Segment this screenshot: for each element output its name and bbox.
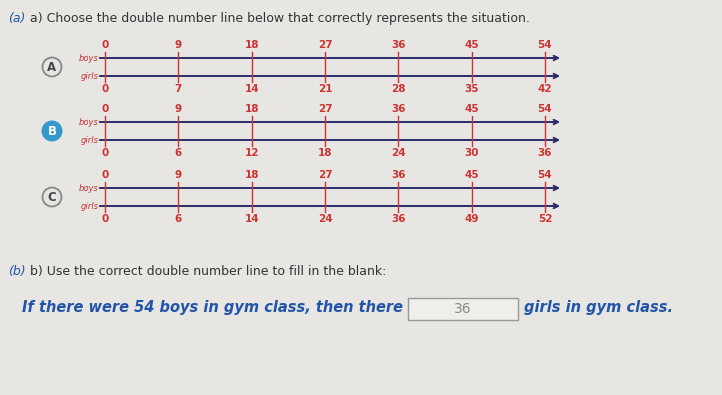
Text: 36: 36 — [391, 40, 406, 50]
Text: 45: 45 — [464, 104, 479, 114]
Text: 0: 0 — [101, 214, 108, 224]
Text: 0: 0 — [101, 148, 108, 158]
Circle shape — [43, 58, 61, 77]
Text: A: A — [48, 60, 56, 73]
Text: 18: 18 — [245, 170, 259, 180]
Text: 18: 18 — [245, 104, 259, 114]
Text: 9: 9 — [175, 170, 182, 180]
Text: B: B — [48, 124, 56, 137]
Text: 7: 7 — [175, 84, 182, 94]
Text: 27: 27 — [318, 170, 332, 180]
Text: a) Choose the double number line below that correctly represents the situation.: a) Choose the double number line below t… — [30, 12, 530, 25]
Text: 24: 24 — [318, 214, 332, 224]
Text: 42: 42 — [538, 84, 552, 94]
Text: 36: 36 — [538, 148, 552, 158]
Text: 27: 27 — [318, 40, 332, 50]
Text: girls: girls — [81, 201, 99, 211]
FancyBboxPatch shape — [408, 298, 518, 320]
Text: boys: boys — [79, 184, 99, 192]
Text: 54: 54 — [538, 104, 552, 114]
Text: 0: 0 — [101, 170, 108, 180]
Text: 30: 30 — [464, 148, 479, 158]
Text: 45: 45 — [464, 40, 479, 50]
Text: 27: 27 — [318, 104, 332, 114]
Text: 14: 14 — [244, 84, 259, 94]
Text: 0: 0 — [101, 40, 108, 50]
Text: 28: 28 — [391, 84, 406, 94]
Text: 24: 24 — [391, 148, 406, 158]
Text: 54: 54 — [538, 40, 552, 50]
Text: 18: 18 — [318, 148, 332, 158]
Text: 12: 12 — [245, 148, 259, 158]
Text: boys: boys — [79, 53, 99, 62]
Text: If there were 54 boys in gym class, then there were: If there were 54 boys in gym class, then… — [22, 300, 448, 315]
Text: 6: 6 — [175, 214, 182, 224]
Text: 21: 21 — [318, 84, 332, 94]
Text: 9: 9 — [175, 40, 182, 50]
Text: b) Use the correct double number line to fill in the blank:: b) Use the correct double number line to… — [30, 265, 386, 278]
Text: 36: 36 — [454, 302, 471, 316]
Text: 18: 18 — [245, 40, 259, 50]
Text: 49: 49 — [464, 214, 479, 224]
Text: 45: 45 — [464, 170, 479, 180]
Circle shape — [43, 188, 61, 207]
Text: 54: 54 — [538, 170, 552, 180]
Text: 35: 35 — [464, 84, 479, 94]
Circle shape — [43, 122, 61, 141]
Text: girls in gym class.: girls in gym class. — [524, 300, 673, 315]
Text: 36: 36 — [391, 104, 406, 114]
Text: girls: girls — [81, 135, 99, 145]
Text: (b): (b) — [8, 265, 25, 278]
Text: C: C — [48, 190, 56, 203]
Text: girls: girls — [81, 71, 99, 81]
Text: 52: 52 — [538, 214, 552, 224]
Text: 6: 6 — [175, 148, 182, 158]
Text: 36: 36 — [391, 214, 406, 224]
Text: 0: 0 — [101, 84, 108, 94]
Text: 36: 36 — [391, 170, 406, 180]
Text: 0: 0 — [101, 104, 108, 114]
Text: 9: 9 — [175, 104, 182, 114]
Text: 14: 14 — [244, 214, 259, 224]
Text: boys: boys — [79, 117, 99, 126]
Text: (a): (a) — [8, 12, 25, 25]
